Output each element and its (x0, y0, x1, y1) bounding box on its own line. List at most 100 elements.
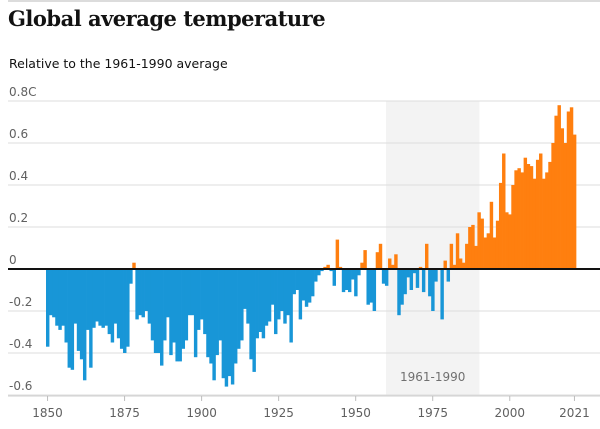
bar-1913 (240, 269, 244, 341)
bar-1889 (166, 269, 170, 318)
bar-1939 (320, 269, 324, 272)
bar-1937 (314, 269, 318, 282)
bar-1934 (304, 269, 309, 307)
bar-1999 (505, 212, 509, 269)
bar-1854 (58, 269, 62, 330)
x-tick-label: 1900 (186, 406, 217, 420)
bar-1941 (326, 264, 330, 269)
bar-2003 (517, 168, 521, 269)
bar-1923 (270, 269, 275, 305)
bar-1971 (418, 266, 423, 269)
grid-layer: 0.8C 0.6 0.4 0.2 0 -0.2 -0.4 -0.6 (8, 85, 600, 396)
x-tick-label: 1950 (340, 406, 371, 420)
bar-1987 (468, 227, 472, 269)
bar-1980 (446, 269, 451, 282)
bar-2006 (526, 164, 531, 269)
bar-1910 (230, 269, 235, 385)
bar-1885 (153, 269, 158, 353)
bar-2013 (548, 161, 552, 269)
bar-2018 (563, 143, 568, 269)
bar-2019 (566, 111, 571, 269)
bar-1925 (277, 269, 281, 320)
bar-1981 (449, 243, 454, 269)
bar-1905 (215, 269, 219, 356)
bar-1953 (363, 250, 367, 269)
bar-1866 (95, 269, 99, 322)
bar-1881 (141, 269, 145, 318)
bar-2002 (514, 170, 518, 269)
bar-1998 (502, 153, 506, 269)
bar-1906 (218, 269, 222, 341)
y-tick-label: -0.2 (9, 295, 32, 309)
bar-1952 (360, 262, 364, 269)
bar-1870 (107, 269, 112, 335)
bar-1876 (126, 269, 130, 347)
bar-1857 (67, 269, 71, 368)
bar-1992 (483, 237, 487, 269)
bar-1873 (116, 269, 121, 339)
bar-1947 (344, 269, 349, 290)
bar-1994 (489, 201, 494, 269)
bar-1933 (301, 269, 306, 301)
bar-2014 (551, 143, 555, 269)
bar-1883 (147, 269, 152, 324)
baseline-period-band-layer: 1961-1990 (386, 101, 480, 396)
bar-2000 (508, 214, 512, 269)
bar-1963 (394, 254, 398, 269)
bar-1989 (474, 245, 478, 269)
bar-1985 (461, 262, 466, 269)
bar-1898 (193, 269, 198, 358)
bar-1894 (181, 269, 186, 349)
x-tick-label: 2000 (494, 406, 525, 420)
bar-1936 (311, 269, 315, 297)
bar-1943 (332, 269, 336, 286)
bar-1909 (227, 269, 232, 377)
x-tick-label: 1925 (263, 406, 294, 420)
bar-1871 (110, 269, 115, 343)
bar-1954 (366, 269, 370, 305)
bar-1956 (372, 269, 377, 311)
bar-1914 (243, 269, 247, 309)
bar-1858 (70, 269, 75, 370)
bar-2010 (539, 153, 543, 269)
bar-1940 (323, 266, 327, 269)
x-tick-label: 1850 (32, 406, 63, 420)
bar-1979 (443, 260, 447, 269)
y-tick-label: 0.4 (9, 169, 28, 183)
bar-1978 (440, 269, 444, 320)
bar-1860 (76, 269, 81, 351)
bar-1995 (492, 237, 497, 269)
bar-1949 (351, 269, 355, 280)
bar-2004 (520, 172, 524, 269)
bar-1990 (477, 212, 481, 269)
bar-1901 (203, 269, 207, 335)
bar-2005 (523, 157, 528, 269)
bar-1927 (283, 269, 287, 324)
bar-1890 (169, 269, 173, 356)
bar-1892 (175, 269, 179, 362)
bar-1856 (64, 269, 68, 343)
bar-1982 (452, 264, 457, 269)
bar-1944 (335, 239, 340, 269)
x-tick-label: 1975 (417, 406, 448, 420)
bar-1867 (98, 269, 102, 326)
bar-1932 (298, 269, 303, 320)
bar-1970 (415, 269, 420, 288)
bar-2008 (532, 178, 537, 269)
bar-1951 (357, 269, 361, 276)
bar-1945 (338, 266, 343, 269)
bar-1903 (209, 269, 213, 364)
bar-1904 (212, 269, 216, 381)
bar-1907 (221, 269, 226, 379)
bar-1911 (233, 269, 238, 364)
bar-2009 (535, 159, 540, 269)
bar-1924 (274, 269, 278, 335)
bar-1938 (317, 269, 321, 276)
bar-1967 (406, 269, 410, 278)
bar-layer (46, 105, 577, 387)
bar-1986 (465, 243, 469, 269)
bar-1948 (347, 269, 352, 293)
bar-1960 (384, 269, 389, 286)
bar-1922 (267, 269, 272, 322)
bar-1861 (79, 269, 84, 360)
